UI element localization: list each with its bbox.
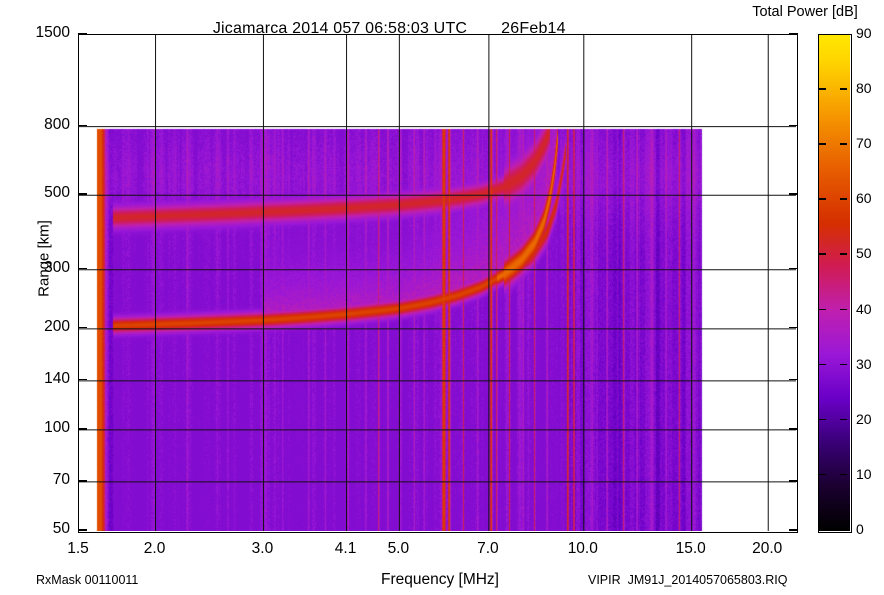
page-title: Jicamarca 2014 057 06:58:03 UTC 26Feb14 <box>0 2 760 56</box>
colorbar-tick-mark <box>840 198 847 200</box>
y-tick-mark <box>78 378 87 381</box>
y-tick-mark <box>78 479 87 482</box>
colorbar-tick-mark <box>840 88 847 90</box>
colorbar-tick-mark <box>840 308 847 310</box>
colorbar-tick-mark <box>819 88 826 90</box>
colorbar-tick-label: 50 <box>856 245 872 262</box>
x-tick-label: 3.0 <box>251 540 274 557</box>
colorbar-tick-mark <box>819 473 826 476</box>
y-tick-mark <box>78 267 87 270</box>
source-file-text: VIPIR JM91J_2014057065803.RIQ <box>588 573 788 587</box>
y-tick-mark <box>789 193 798 195</box>
colorbar-tick-label: 10 <box>856 465 872 482</box>
colorbar-tick-mark <box>819 418 826 421</box>
x-tick-label: 20.0 <box>752 540 783 557</box>
title-station: Jicamarca 2014 057 06:58:03 UTC <box>212 20 468 37</box>
y-tick-label: 70 <box>52 470 70 488</box>
y-tick-mark <box>789 326 798 329</box>
y-tick-mark <box>789 378 798 381</box>
colorbar-tick-label: 30 <box>856 355 872 372</box>
y-tick-mark <box>78 326 87 329</box>
y-tick-mark <box>78 427 87 430</box>
y-tick-mark <box>789 479 798 482</box>
colorbar-label: Total Power [dB] <box>752 4 858 20</box>
y-tick-label: 50 <box>52 520 70 537</box>
y-tick-label: 140 <box>44 369 70 387</box>
x-tick-label: 1.5 <box>67 540 89 557</box>
x-tick-label: 4.1 <box>334 540 357 557</box>
colorbar <box>818 34 852 533</box>
colorbar-tick-mark <box>840 363 847 366</box>
colorbar-tick-label: 60 <box>856 190 872 207</box>
y-tick-label: 200 <box>44 317 70 335</box>
ionogram-plot-area <box>78 34 798 533</box>
y-tick-mark <box>78 529 87 531</box>
rxmask-text: RxMask 00110011 <box>36 573 139 587</box>
y-tick-mark <box>789 124 798 127</box>
y-tick-mark <box>78 124 87 127</box>
y-tick-mark <box>78 193 87 195</box>
colorbar-tick-mark <box>819 143 826 145</box>
colorbar-tick-label: 0 <box>856 521 864 537</box>
y-tick-label: 1500 <box>35 24 70 41</box>
colorbar-tick-mark <box>819 253 826 255</box>
y-tick-label: 100 <box>44 418 70 436</box>
colorbar-tick-mark <box>840 473 847 476</box>
y-tick-mark <box>789 427 798 430</box>
plot-gridlines <box>79 35 796 531</box>
colorbar-tick-label: 70 <box>856 135 872 152</box>
y-tick-mark <box>789 267 798 270</box>
colorbar-tick-mark <box>819 308 826 310</box>
title-date: 26Feb14 <box>501 20 566 37</box>
colorbar-tick-mark <box>840 143 847 145</box>
colorbar-tick-label: 40 <box>856 300 872 317</box>
x-axis-label: Frequency [MHz] <box>380 571 499 588</box>
y-tick-mark <box>78 33 87 35</box>
colorbar-tick-mark <box>819 198 826 200</box>
y-tick-label: 800 <box>44 115 70 133</box>
colorbar-tick-mark <box>840 418 847 421</box>
x-tick-label: 10.0 <box>567 540 598 557</box>
colorbar-tick-mark <box>840 253 847 255</box>
y-tick-label: 300 <box>44 258 70 276</box>
colorbar-tick-label: 20 <box>856 410 872 427</box>
colorbar-tick-label: 90 <box>856 25 872 41</box>
y-tick-mark <box>789 529 798 531</box>
x-tick-label: 5.0 <box>387 540 410 557</box>
x-tick-label: 2.0 <box>143 540 166 557</box>
colorbar-tick-label: 80 <box>856 80 872 97</box>
colorbar-gradient <box>819 35 850 531</box>
x-tick-label: 15.0 <box>675 540 706 557</box>
y-tick-mark <box>789 33 798 35</box>
y-tick-label: 500 <box>44 184 70 202</box>
x-tick-label: 7.0 <box>477 540 499 557</box>
colorbar-tick-mark <box>819 363 826 366</box>
ionogram-heatmap-canvas <box>79 35 796 531</box>
